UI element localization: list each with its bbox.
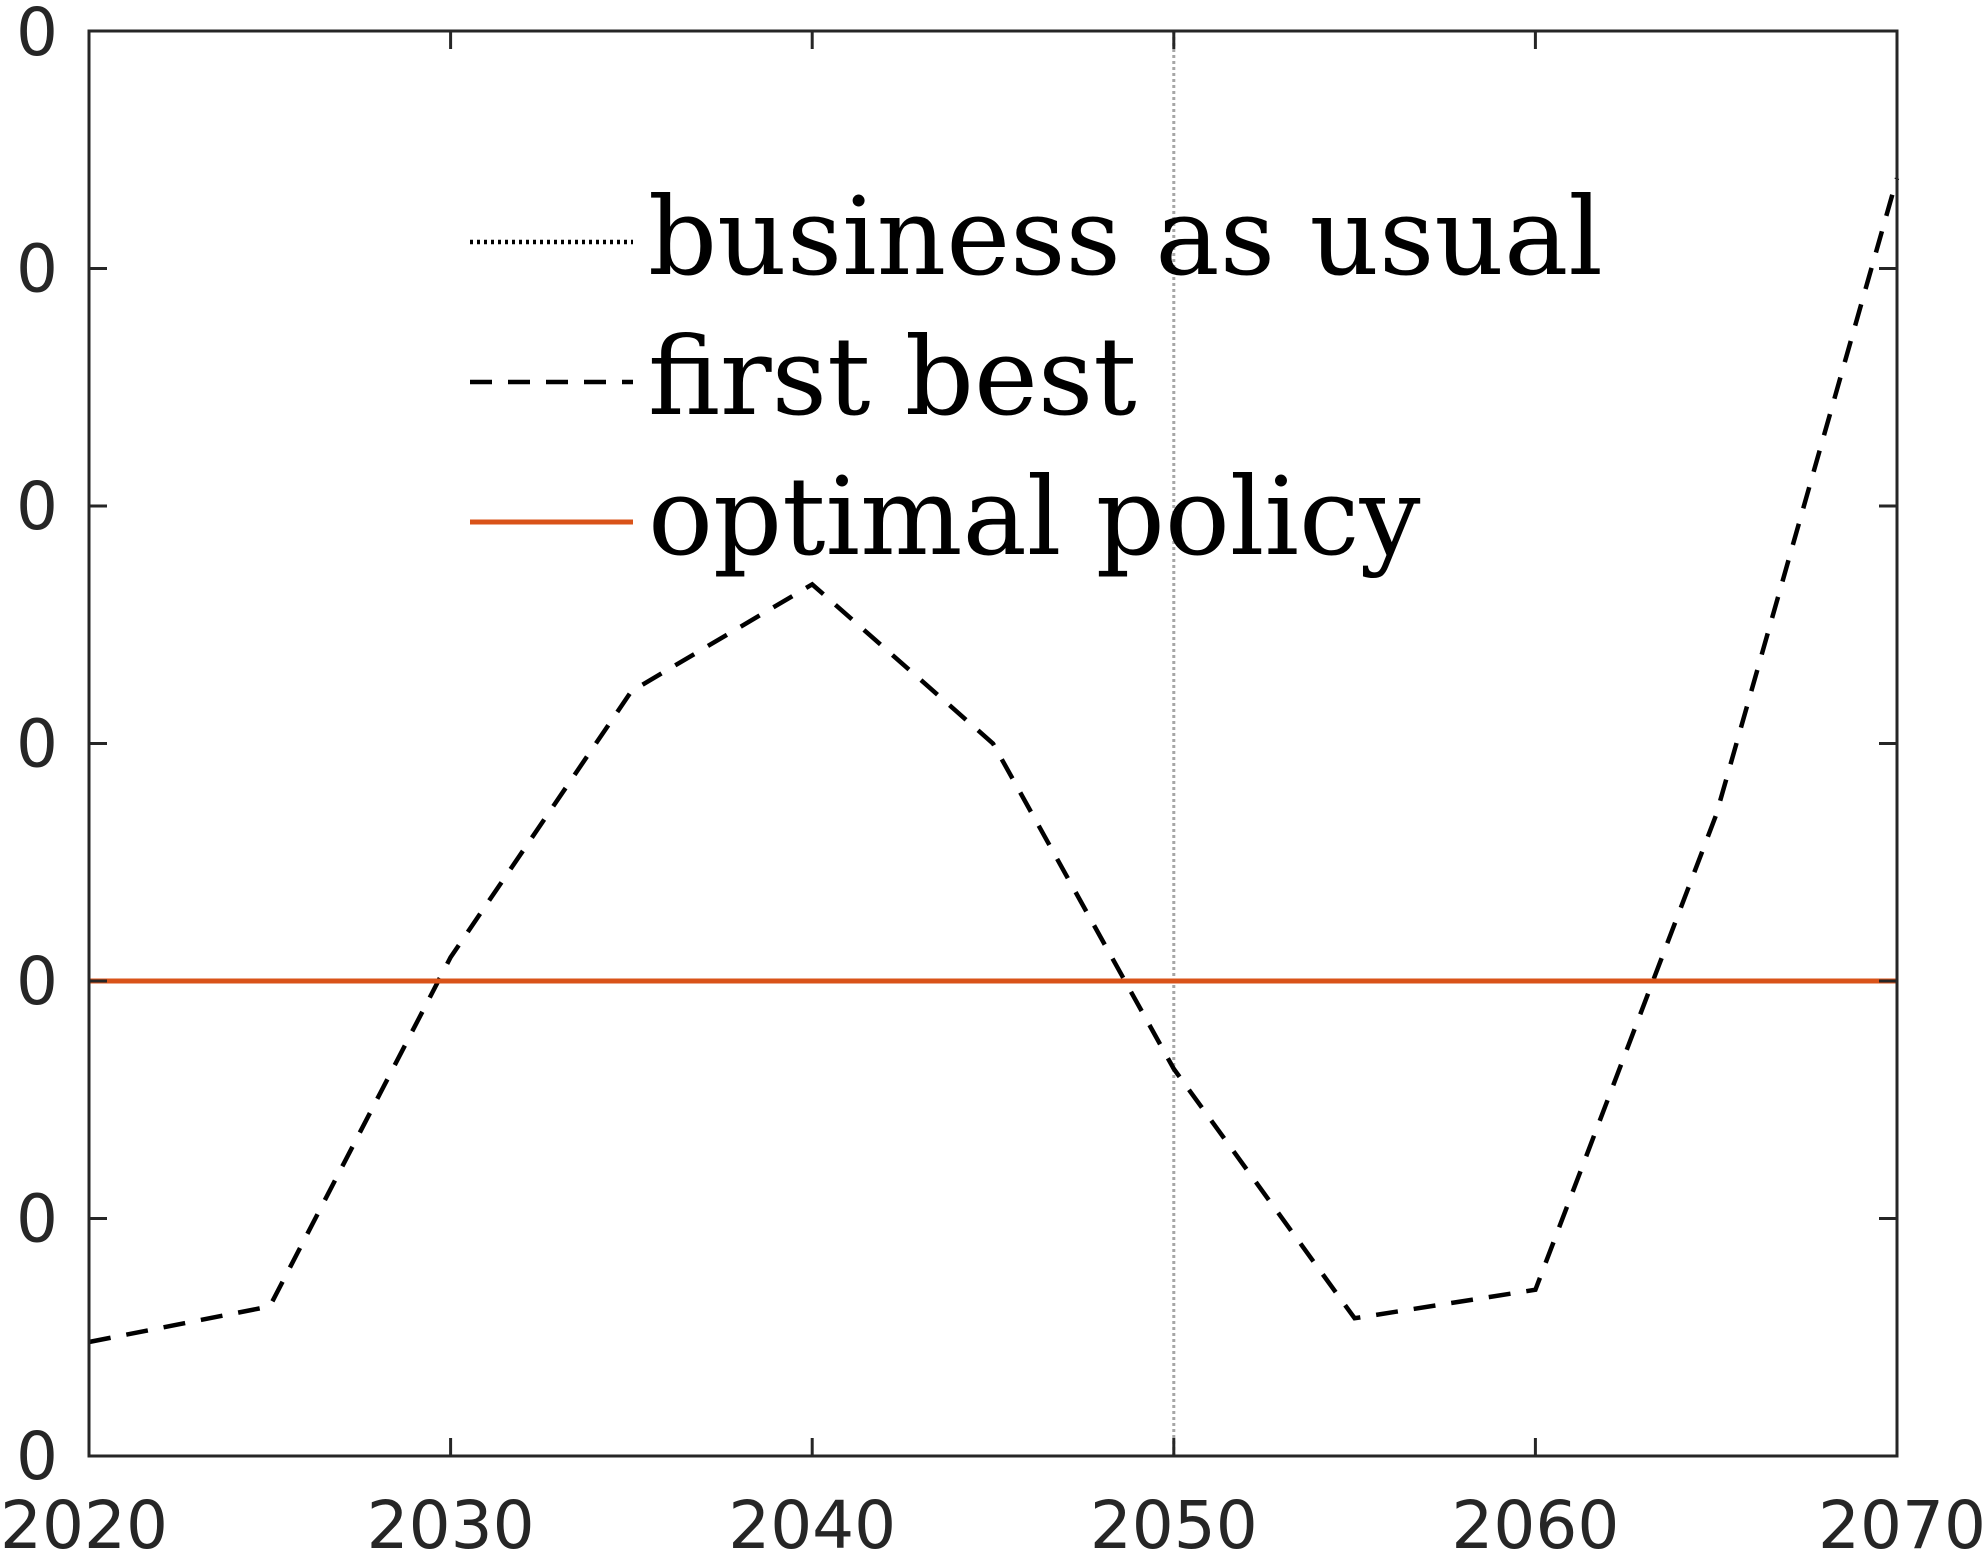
legend-label-0: business as usual [648,175,1603,300]
y-tick-label-2: 0 [16,943,58,1020]
y-tick-label-4: 0 [16,468,58,545]
legend: business as usual first best optimal polic… [470,175,1603,580]
y-tick-label-3: 0 [16,706,58,783]
y-tick-label-5: 0 [16,231,58,308]
x-tick-label-3: 2050 [1090,1487,1258,1554]
y-tick-label-1: 0 [16,1181,58,1258]
legend-label-2: optimal policy [648,455,1421,580]
x-tick-label-0: 2020 [0,1487,168,1554]
x-tick-label-1: 2030 [367,1487,535,1554]
x-tick-label-2: 2040 [728,1487,896,1554]
x-tick-label-5: 2070 [1818,1487,1986,1554]
series-line-1 [88,177,1900,1345]
y-tick-label-0: 0 [16,1418,58,1495]
x-tick-label-4: 2060 [1451,1487,1619,1554]
legend-label-1: first best [648,315,1137,440]
y-tick-label-6: 0 [16,0,58,71]
